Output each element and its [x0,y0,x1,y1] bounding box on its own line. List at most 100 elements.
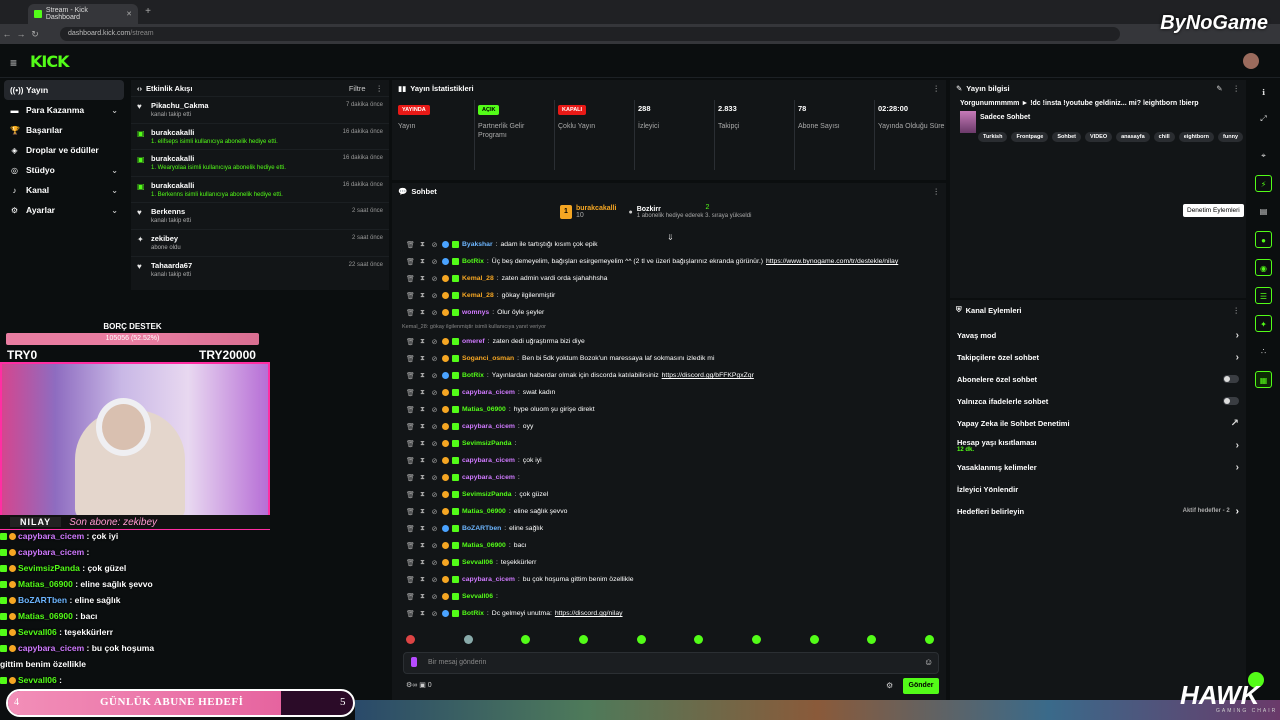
ban-icon[interactable]: ⊘ [431,275,438,283]
delete-icon[interactable]: 🗑 [406,355,415,363]
ban-icon[interactable]: ⊘ [431,258,438,266]
chat-message[interactable]: 🗑 ⧗ ⊘ Soganci_osman: Ben bi 5dk yoktum Bozok… [406,354,715,363]
group-icon[interactable]: ∴ [1260,347,1267,356]
delete-icon[interactable]: 🗑 [406,457,415,465]
user-avatar[interactable] [1243,53,1259,69]
activity-item[interactable]: ♥ Berkenns kanalı takip etti 2 saat önce [131,202,389,229]
tag-chip[interactable]: chill [1153,132,1175,142]
delete-icon[interactable]: 🗑 [406,576,415,584]
chat-message[interactable]: 🗑 ⧗ ⊘ SevimsizPanda: çok güzel [406,490,549,499]
chat-message[interactable]: 🗑 ⧗ ⊘ womnys: Olur öyle şeyler [406,308,545,317]
chat-message[interactable]: 🗑 ⧗ ⊘ BotRix: Dc gelmeyi unutma: https://disc… [406,609,623,618]
ban-icon[interactable]: ⊘ [431,457,438,465]
chat-username[interactable]: Soganci_osman [462,355,515,362]
chat-username[interactable]: omeref [462,338,485,345]
timeout-icon[interactable]: ⧗ [420,507,425,515]
filter-button[interactable]: Filtre [348,83,366,93]
chat-username[interactable]: womnys [462,309,490,316]
delete-icon[interactable]: 🗑 [406,593,415,601]
ban-icon[interactable]: ⊘ [431,241,438,249]
chevron-right-icon[interactable]: › [1235,461,1239,473]
timeout-icon[interactable]: ⧗ [420,490,425,498]
tag-chip[interactable]: VIDEO [1085,132,1113,142]
sidebar-item-1[interactable]: ▬ Para Kazanma ⌄ [0,100,128,120]
crosshair-icon[interactable]: ⌖ [1261,151,1266,160]
mod-item[interactable]: Abonelere özel sohbet [950,368,1246,390]
chat-message[interactable]: 🗑 ⧗ ⊘ Matias_06900: hype oluom şu girişe dir… [406,405,595,414]
chat-message[interactable]: 🗑 ⧗ ⊘ BotRix: Yayınlardan haberdar olmak içi… [406,371,754,380]
chat-message[interactable]: 🗑 ⧗ ⊘ BoZARTben: eline sağlık [406,524,544,533]
timeout-icon[interactable]: ⧗ [420,439,425,447]
chat-message[interactable]: 🗑 ⧗ ⊘ Matias_06900: bacı [406,541,527,550]
chat-message[interactable]: 🗑 ⧗ ⊘ SevimsizPanda: [406,439,517,448]
timeout-icon[interactable]: ⧗ [420,274,425,282]
delete-icon[interactable]: 🗑 [406,389,415,397]
delete-icon[interactable]: 🗑 [406,309,415,317]
delete-icon[interactable]: 🗑 [406,508,415,516]
timeout-icon[interactable]: ⧗ [420,308,425,316]
timeout-icon[interactable]: ⧗ [420,240,425,248]
emote-icon[interactable] [463,635,473,644]
chat-message[interactable]: 🗑 ⧗ ⊘ Kemal_28: gökay ilgilenmiştir [406,291,556,300]
ban-icon[interactable]: ⊘ [431,542,438,550]
timeout-icon[interactable]: ⧗ [420,405,425,413]
chat-message[interactable]: 🗑 ⧗ ⊘ capybara_cicem: oyy [406,422,534,431]
chat-message[interactable]: 🗑 ⧗ ⊘ BotRix: Üç beş demeyelim, bağışları es… [406,257,899,266]
delete-icon[interactable]: 🗑 [406,372,415,380]
ban-icon[interactable]: ⊘ [431,389,438,397]
tag-chip[interactable]: anasayfa [1116,132,1150,142]
ban-icon[interactable]: ⊘ [431,372,438,380]
timeout-icon[interactable]: ⧗ [420,291,425,299]
chevron-down-icon[interactable]: ⌄ [111,205,118,215]
delete-icon[interactable]: 🗑 [406,440,415,448]
timeout-icon[interactable]: ⧗ [420,524,425,532]
kick-logo[interactable]: KICK [30,52,69,71]
mod-item[interactable]: Hesap yaşı kısıtlaması 12 dk. › [950,434,1246,456]
mod-item[interactable]: Yasaklanmış kelimeler › [950,456,1246,478]
chat-username[interactable]: capybara_cicem [462,423,515,430]
chat-message[interactable]: 🗑 ⧗ ⊘ Matias_06900: eline sağlık şevvo [406,507,568,516]
url-field[interactable]: dashboard.kick.com/stream [60,27,1120,41]
delete-icon[interactable]: 🗑 [406,275,415,283]
activity-item[interactable]: ♥ Pikachu_Cakma kanalı takip etti 7 dakika … [131,96,389,123]
emote-icon[interactable] [636,635,646,644]
send-button[interactable]: Gönder [903,678,939,694]
tag-chip[interactable]: funny [1218,132,1244,142]
delete-icon[interactable]: 🗑 [406,542,415,550]
ban-icon[interactable]: ⊘ [431,508,438,516]
delete-icon[interactable]: 🗑 [406,610,415,618]
ban-icon[interactable]: ⊘ [431,559,438,567]
delete-icon[interactable]: 🗑 [406,258,415,266]
chevron-down-icon[interactable]: ⌄ [111,185,118,195]
external-link-icon[interactable]: ↗ [1230,417,1239,429]
bolt-icon[interactable]: ⚡ [1255,175,1272,192]
close-tab-icon[interactable]: ✕ [126,11,132,18]
sidebar-item-2[interactable]: 🏆 Başarılar [0,120,128,140]
chat-username[interactable]: BotRix [462,372,484,379]
chat-bubble-icon[interactable]: ● [1255,231,1272,248]
tag-chip[interactable]: Frontpage [1011,132,1049,142]
emote-icon[interactable] [809,635,819,644]
mod-item[interactable]: İzleyici Yönlendir [950,478,1246,500]
timeout-icon[interactable]: ⧗ [420,257,425,265]
chevron-right-icon[interactable]: › [1235,439,1239,451]
ban-icon[interactable]: ⊘ [431,355,438,363]
ban-icon[interactable]: ⊘ [431,292,438,300]
chat-username[interactable]: Kemal_28 [462,292,494,299]
emote-icon[interactable] [924,635,934,644]
ban-icon[interactable]: ⊘ [431,338,438,346]
chat-username[interactable]: BotRix [462,610,484,617]
activity-item[interactable]: ♥ Tahaarda67 kanalı takip etti 22 saat önce [131,255,389,283]
ban-icon[interactable]: ⊘ [431,576,438,584]
tag-chip[interactable]: Turkish [978,132,1008,142]
more-icon[interactable]: ⋮ [932,83,941,93]
chat-message[interactable]: 🗑 ⧗ ⊘ capybara_cicem: bu çok hoşuma gittim b… [406,575,634,584]
new-tab-button[interactable]: + [145,6,151,17]
pinned-gift-leaderboard[interactable]: 1 burakcakalli 10 ● Bozkirr 1 abonelik hed… [560,204,780,229]
emote-icon[interactable] [406,635,415,644]
chevron-down-icon[interactable]: ⌄ [111,105,118,115]
delete-icon[interactable]: 🗑 [406,559,415,567]
activity-item[interactable]: ▣ burakcakalli 1. elifseps isimli kullanıc… [131,122,389,150]
delete-icon[interactable]: 🗑 [406,491,415,499]
chat-link[interactable]: https://discord.gg/nilay [554,610,623,617]
